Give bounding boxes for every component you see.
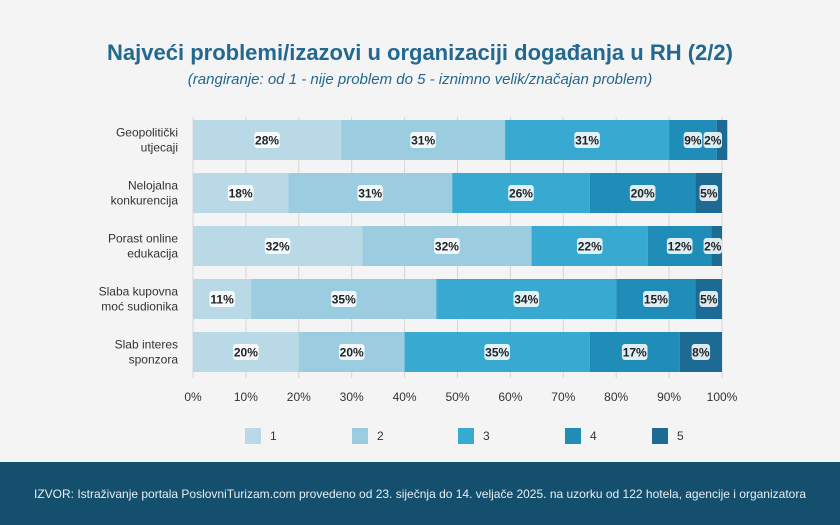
data-label: 28% xyxy=(255,134,279,148)
data-label: 20% xyxy=(631,187,655,201)
x-tick-label: 50% xyxy=(445,390,469,404)
data-label-bg xyxy=(691,344,711,360)
data-label: 2% xyxy=(704,240,722,254)
stacked-bar-chart: 0% 10% 20% 30% 40% 50% 60% 70% 80% 90% 100% Geopoli… xyxy=(99,117,738,444)
data-label-bg xyxy=(227,185,254,201)
data-label: 12% xyxy=(668,240,692,254)
data-label: 5% xyxy=(700,187,718,201)
data-label: 20% xyxy=(340,346,364,360)
x-tick-label: 20% xyxy=(287,390,311,404)
data-label: 22% xyxy=(578,240,602,254)
data-label-bg xyxy=(703,132,722,148)
data-label: 11% xyxy=(210,293,234,307)
data-label-bg xyxy=(666,238,693,254)
data-label: 35% xyxy=(485,346,509,360)
source-footer: IZVOR: Istraživanje portala PoslovniTuri… xyxy=(0,462,840,525)
data-label: 26% xyxy=(509,187,533,201)
data-label-bg xyxy=(643,291,669,307)
legend-swatch xyxy=(245,428,261,444)
data-label-bg xyxy=(629,185,656,201)
data-label-bg xyxy=(703,238,722,254)
data-label-bg xyxy=(513,291,540,307)
data-label-bg xyxy=(254,132,280,148)
data-label-bg xyxy=(209,291,235,307)
data-label: 32% xyxy=(266,240,290,254)
data-label-bg xyxy=(233,344,259,360)
chart-title: Najveći problemi/izazovi u organizaciji … xyxy=(107,40,733,65)
category-label: Slaba kupovna xyxy=(99,285,179,299)
data-label-bg xyxy=(357,185,384,201)
category-label: edukacija xyxy=(127,247,178,261)
data-label: 15% xyxy=(644,293,668,307)
legend-swatch xyxy=(458,428,474,444)
x-tick-label: 70% xyxy=(551,390,575,404)
category-label: Nelojalna xyxy=(128,179,178,193)
data-label: 2% xyxy=(704,134,722,148)
legend-label: 1 xyxy=(270,429,277,443)
data-label-bg xyxy=(574,132,600,148)
x-tick-label: 90% xyxy=(657,390,681,404)
data-label: 34% xyxy=(514,293,538,307)
legend-swatch xyxy=(652,428,668,444)
data-label: 32% xyxy=(435,240,459,254)
category-label: sponzora xyxy=(129,353,179,367)
category-label: Slab interes xyxy=(115,338,178,352)
x-tick-label: 10% xyxy=(234,390,258,404)
data-label: 8% xyxy=(692,346,710,360)
data-label-bg xyxy=(621,344,648,360)
category-label: Geopolitički xyxy=(116,126,178,140)
legend-label: 4 xyxy=(590,429,597,443)
data-label: 35% xyxy=(332,293,356,307)
data-label-bg xyxy=(434,238,460,254)
data-label-bg xyxy=(699,185,718,201)
legend-swatch xyxy=(565,428,581,444)
data-label: 18% xyxy=(229,187,253,201)
chart-subtitle: (rangiranje: od 1 - nije problem do 5 - … xyxy=(187,71,653,88)
legend-label: 2 xyxy=(377,429,384,443)
data-label: 9% xyxy=(684,134,702,148)
data-label-bg xyxy=(576,238,603,254)
data-label-bg xyxy=(508,185,534,201)
legend-label: 5 xyxy=(677,429,684,443)
x-tick-label: 40% xyxy=(393,390,417,404)
category-label: moć sudionika xyxy=(101,300,178,314)
data-label-bg xyxy=(330,291,357,307)
data-label-bg xyxy=(484,344,510,360)
legend-label: 3 xyxy=(483,429,490,443)
category-label: utjecaji xyxy=(141,141,178,155)
category-label: Porast online xyxy=(108,232,178,246)
data-label: 31% xyxy=(358,187,382,201)
x-tick-label: 0% xyxy=(184,390,202,404)
data-label: 31% xyxy=(575,134,599,148)
source-text: IZVOR: Istraživanje portala PoslovniTuri… xyxy=(34,486,806,501)
data-label-bg xyxy=(683,132,703,148)
data-label-bg xyxy=(338,344,365,360)
data-label-bg xyxy=(699,291,718,307)
data-label: 17% xyxy=(623,346,647,360)
data-label-bg xyxy=(264,238,291,254)
data-label: 20% xyxy=(234,346,258,360)
data-label-bg xyxy=(410,132,436,148)
x-tick-label: 80% xyxy=(604,390,628,404)
x-tick-label: 100% xyxy=(707,390,738,404)
legend-swatch xyxy=(352,428,368,444)
data-label: 31% xyxy=(411,134,435,148)
x-tick-label: 30% xyxy=(340,390,364,404)
category-label: konkurencija xyxy=(111,194,179,208)
data-label: 5% xyxy=(700,293,718,307)
x-tick-label: 60% xyxy=(498,390,522,404)
